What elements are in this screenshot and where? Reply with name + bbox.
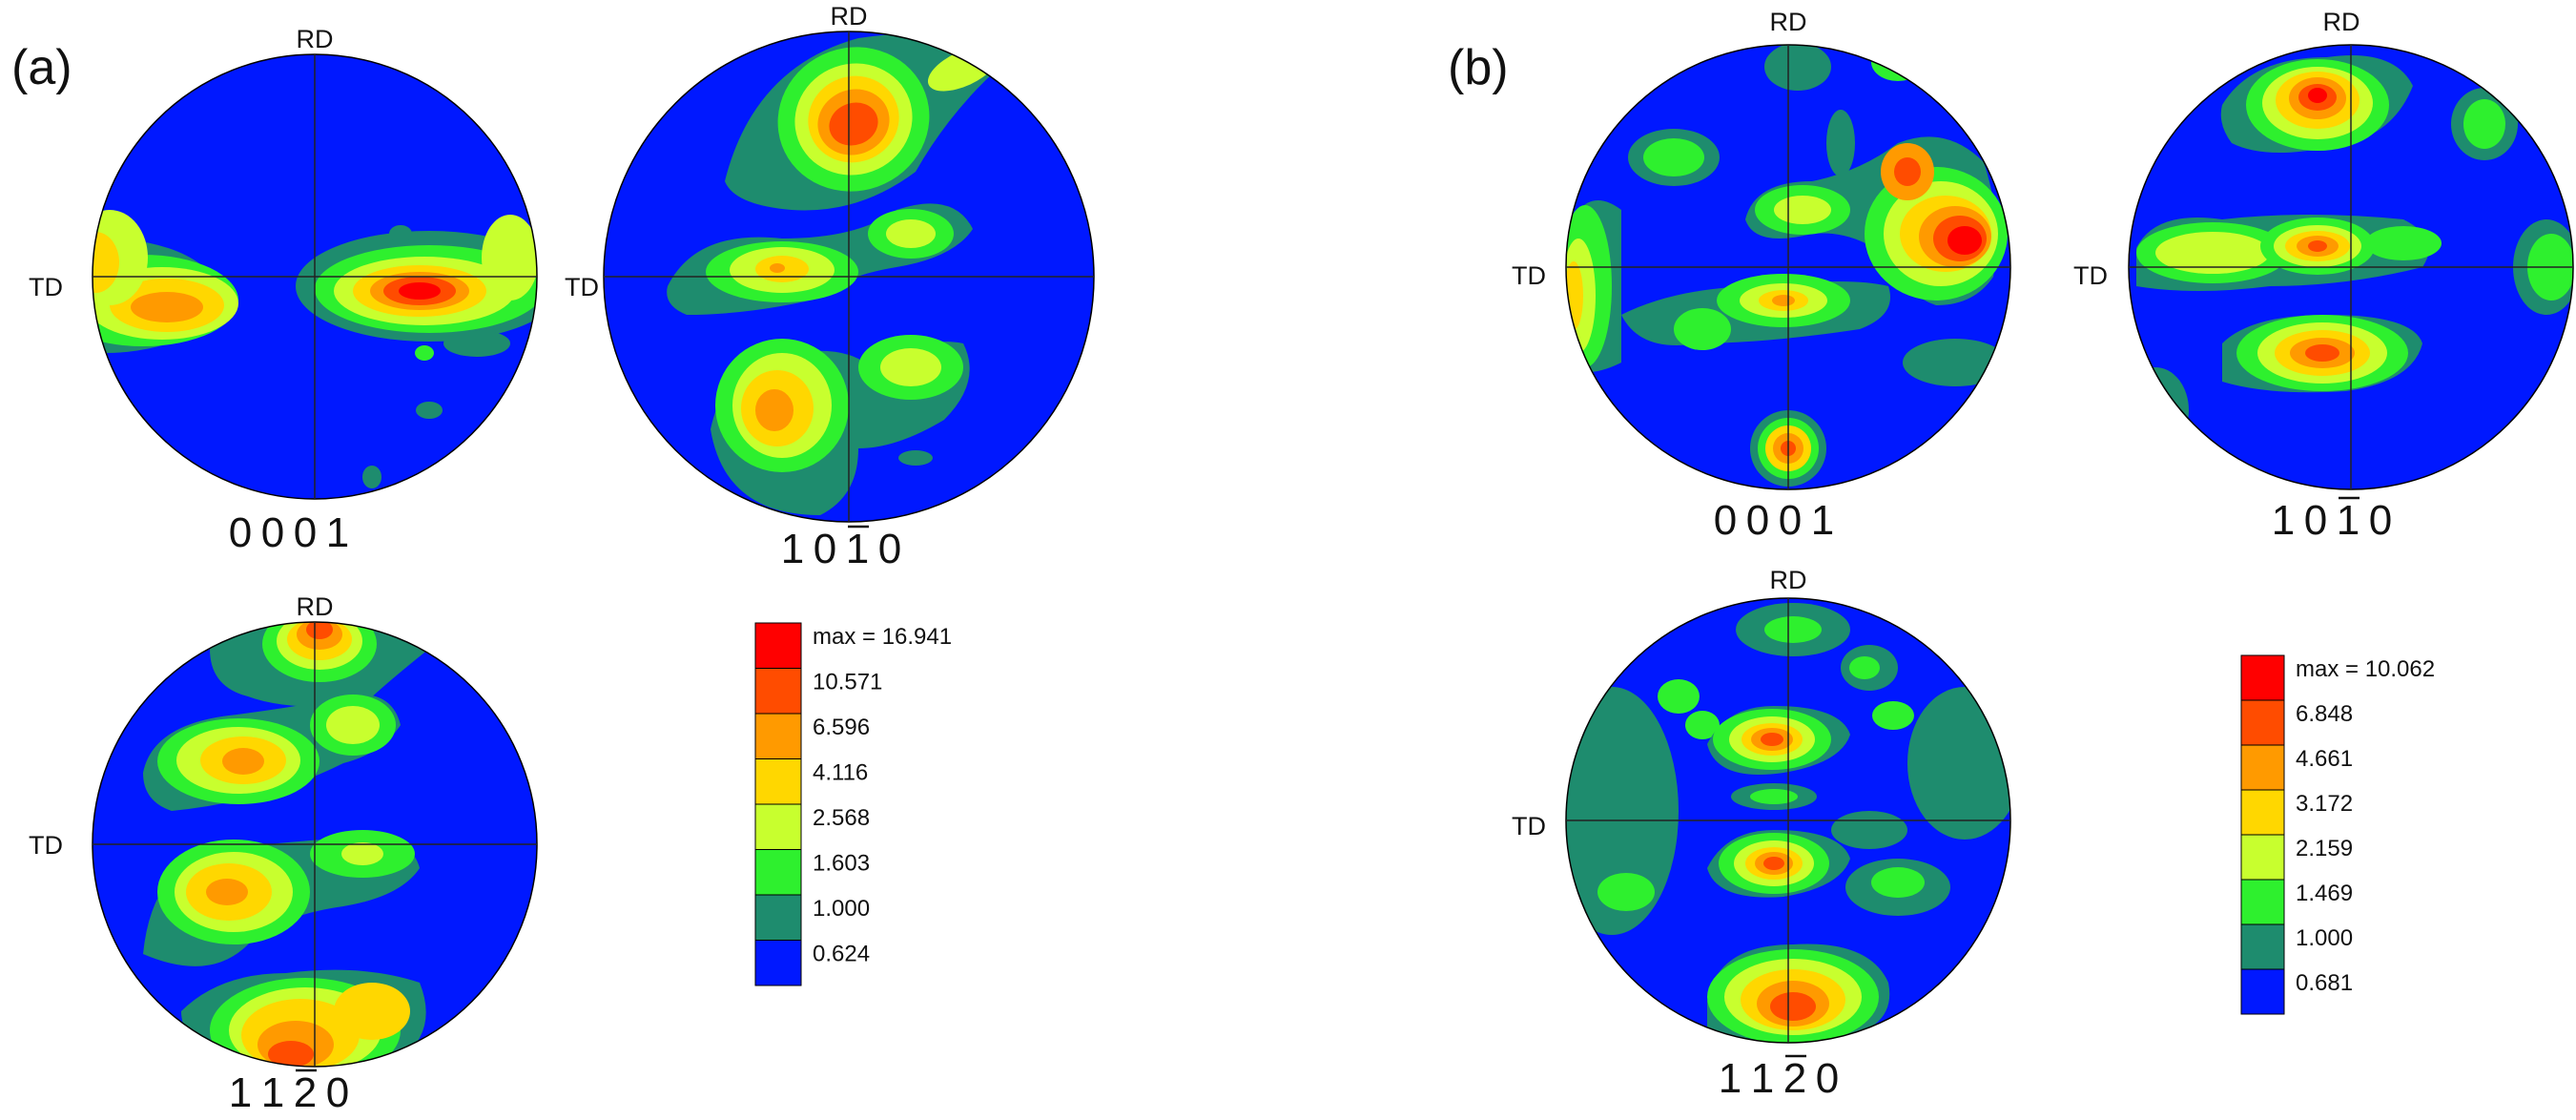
index-digit: 0 xyxy=(1779,497,1803,544)
legend-label: max = 16.941 xyxy=(813,624,952,650)
legend-swatch xyxy=(2240,654,2285,701)
plane-label-b-11-20: 1 1 2 0 xyxy=(1719,1054,1841,1102)
index-digit: 1 xyxy=(2272,497,2297,544)
legend-swatch xyxy=(2240,744,2285,791)
legend-swatch xyxy=(754,758,802,805)
index-digit: 0 xyxy=(2369,497,2394,544)
legend-swatch xyxy=(2240,879,2285,925)
legend-swatch xyxy=(754,849,802,896)
plane-label-b-0001: 0 0 0 1 xyxy=(1714,497,1836,544)
td-label: TD xyxy=(1512,812,1546,840)
index-digit: 1 xyxy=(2337,497,2361,544)
plane-label-a-10-10: 1 0 1 0 xyxy=(781,525,903,572)
legend-label: 4.116 xyxy=(813,760,868,786)
index-digit: 1 xyxy=(1751,1055,1776,1102)
legend-label: 6.596 xyxy=(813,715,870,740)
index-digit: 1 xyxy=(781,526,806,572)
pole-figure-a-11-20: RD TD 1 1 2 0 xyxy=(29,592,538,1116)
plane-label-a-0001: 0 0 0 1 xyxy=(229,509,351,556)
legend-swatch xyxy=(2240,923,2285,970)
intensity-legend-b: max = 10.062 6.848 4.661 3.172 2.159 1.469 1.0… xyxy=(2240,654,2435,1015)
index-digit: 1 xyxy=(1811,497,1836,544)
legend-label: 0.624 xyxy=(813,942,870,967)
index-digit: 2 xyxy=(294,1069,319,1116)
index-digit: 2 xyxy=(1783,1055,1808,1102)
index-digit: 0 xyxy=(294,509,319,556)
index-digit: 1 xyxy=(1719,1055,1743,1102)
pole-figure-b-0001: RD TD 0 0 0 1 xyxy=(1512,8,2011,544)
legend-swatch xyxy=(754,622,802,669)
legend-label: 2.568 xyxy=(813,805,870,831)
index-digit: 0 xyxy=(1714,497,1739,544)
index-digit: 0 xyxy=(229,509,254,556)
rd-label: RD xyxy=(1770,8,1807,36)
index-digit: 0 xyxy=(326,1069,351,1116)
intensity-contours xyxy=(93,210,537,488)
legend-label: 4.661 xyxy=(2296,746,2353,772)
pole-figure-b-11-20: RD TD 1 1 2 0 xyxy=(1512,566,2011,1102)
index-digit: 1 xyxy=(326,509,351,556)
intensity-contours xyxy=(667,33,1011,515)
plane-label-a-11-20: 1 1 2 0 xyxy=(229,1068,351,1116)
legend-swatch xyxy=(754,668,802,715)
legend-label: 6.848 xyxy=(2296,701,2353,727)
legend-label: max = 10.062 xyxy=(2296,656,2435,682)
rd-label: RD xyxy=(831,2,868,31)
legend-label: 3.172 xyxy=(2296,791,2353,817)
pole-figure-a-0001: RD TD 0 0 0 1 xyxy=(29,25,538,556)
intensity-contours xyxy=(1566,45,2008,487)
index-digit: 0 xyxy=(261,509,286,556)
legend-label: 1.603 xyxy=(813,851,870,877)
rd-label: RD xyxy=(297,592,334,621)
legend-label: 10.571 xyxy=(813,670,882,695)
legend-swatch xyxy=(2240,834,2285,881)
legend-swatch xyxy=(754,713,802,759)
index-digit: 0 xyxy=(878,526,903,572)
td-label: TD xyxy=(2073,261,2108,290)
td-label: TD xyxy=(565,273,599,301)
rd-label: RD xyxy=(297,25,334,53)
intensity-contours xyxy=(1566,603,2010,1043)
legend-swatch xyxy=(2240,699,2285,746)
legend-label: 0.681 xyxy=(2296,970,2353,996)
index-digit: 0 xyxy=(2304,497,2329,544)
td-label: TD xyxy=(1512,261,1546,290)
legend-swatch xyxy=(754,803,802,850)
index-digit: 0 xyxy=(814,526,838,572)
legend-label: 1.469 xyxy=(2296,881,2353,906)
td-label: TD xyxy=(29,831,63,860)
panel-label-b: (b) xyxy=(1448,40,1509,95)
plane-label-b-10-10: 1 0 1 0 xyxy=(2272,496,2394,544)
legend-swatch xyxy=(2240,789,2285,836)
index-digit: 0 xyxy=(1746,497,1771,544)
index-digit: 1 xyxy=(229,1069,254,1116)
legend-label: 2.159 xyxy=(2296,836,2353,861)
legend-label: 1.000 xyxy=(813,896,870,922)
legend-label: 1.000 xyxy=(2296,925,2353,951)
td-label: TD xyxy=(29,273,63,301)
pole-figure-a-10-10: RD TD 1 0 1 0 xyxy=(565,2,1095,572)
index-digit: 1 xyxy=(261,1069,286,1116)
index-digit: 0 xyxy=(1816,1055,1841,1102)
index-digit: 1 xyxy=(846,526,871,572)
legend-swatch xyxy=(2240,968,2285,1015)
rd-label: RD xyxy=(1770,566,1807,594)
legend-swatch xyxy=(754,940,802,986)
pole-figure-b-10-10: RD TD 1 0 1 0 xyxy=(2073,8,2574,544)
panel-label-a: (a) xyxy=(11,40,72,95)
rd-label: RD xyxy=(2323,8,2360,36)
legend-swatch xyxy=(754,894,802,941)
intensity-legend-a: max = 16.941 10.571 6.596 4.116 2.568 1.603 1.… xyxy=(754,622,952,986)
